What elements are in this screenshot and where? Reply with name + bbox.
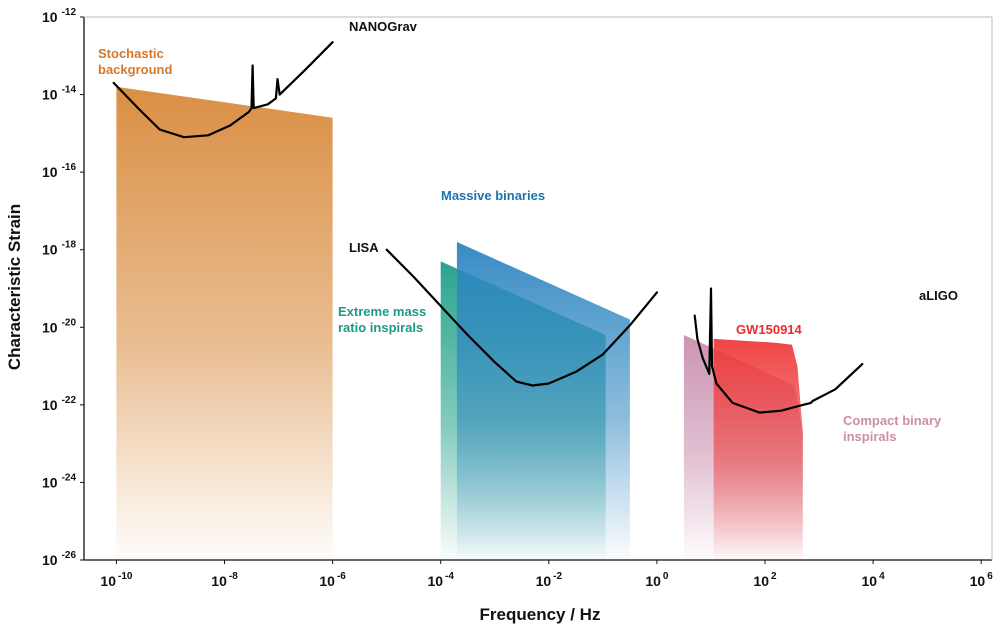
label-compact-binary-inspirals: Compact binary inspirals: [843, 413, 942, 444]
y-axis-title: Characteristic Strain: [5, 204, 24, 370]
x-tick-label: 10 -4: [427, 571, 454, 589]
x-tick-label: 10 2: [753, 571, 777, 589]
x-tick-labels: 10 -10 10 -8 10 -6 10 -4 10 -2 10 0 10 2 10 4 10 6: [100, 560, 993, 589]
x-tick-label: 10 4: [862, 571, 886, 589]
x-tick-label: 10 0: [645, 571, 669, 589]
y-tick-label: 10 -18: [42, 240, 76, 258]
curve-nanograv: [112, 41, 334, 139]
y-tick-label: 10 -12: [42, 7, 76, 25]
y-tick-label: 10 -26: [42, 550, 76, 568]
sensitivity-curves: [112, 41, 864, 414]
curve-lisa: [385, 248, 659, 387]
y-tick-labels: 10-12 10-14 10-16 10-18 10-20 10-22 10-24 10-26: [42, 7, 84, 568]
label-aligo: aLIGO: [919, 288, 958, 303]
curve-aligo: [693, 287, 864, 414]
y-tick-label: 10 -14: [42, 85, 76, 103]
x-tick-label: 10 -6: [319, 571, 346, 589]
y-tick-label: 10 -24: [42, 472, 76, 490]
label-stochastic-background: Stochastic background: [98, 46, 172, 77]
label-nanograv: NANOGrav: [349, 19, 418, 34]
label-massive-binaries: Massive binaries: [441, 188, 545, 203]
y-tick-label: 10 -16: [42, 162, 76, 180]
label-lisa: LISA: [349, 240, 379, 255]
label-extreme-mass-ratio-inspirals: Extreme mass ratio inspirals: [338, 304, 426, 335]
y-tick-label: 10 -20: [42, 317, 76, 335]
x-tick-label: 10 -2: [536, 571, 563, 589]
x-tick-label: 10 6: [970, 571, 994, 589]
axes-frame: [83, 16, 993, 561]
annotations: NANOGrav Stochastic background Massive bina…: [98, 19, 958, 444]
source-regions: [116, 86, 803, 561]
y-tick-label: 10 -22: [42, 395, 76, 413]
label-gw150914: GW150914: [736, 322, 803, 337]
x-tick-label: 10 -8: [211, 571, 238, 589]
region-stochastic-background: [116, 86, 333, 561]
region-gw150914: [713, 338, 803, 560]
region-massive-binaries: [456, 242, 630, 560]
x-axis-title: Frequency / Hz: [480, 605, 601, 624]
x-tick-label: 10 -10: [100, 571, 132, 589]
